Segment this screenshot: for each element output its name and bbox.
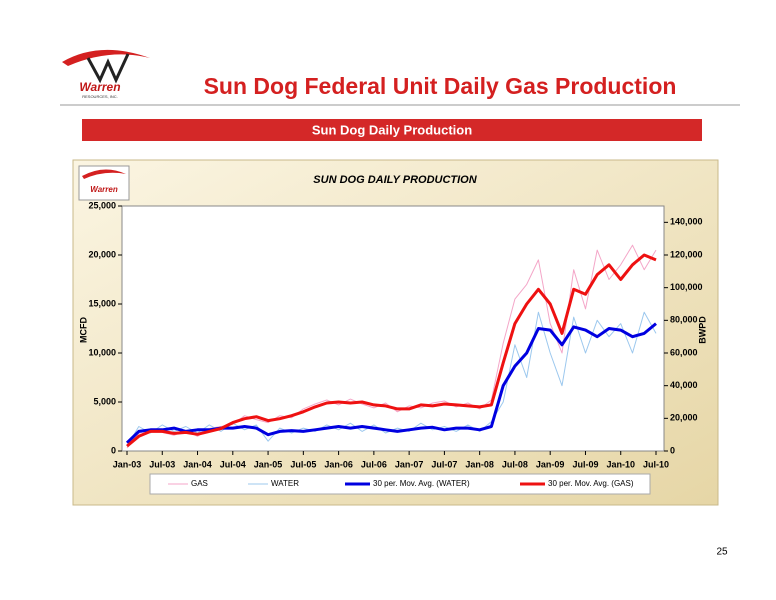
logo: Warren RESOURCES, INC. [62,49,150,99]
y-tick-label: 15,000 [88,298,116,308]
y2-axis-label: BWPD [697,316,707,344]
y2-tick-label: 80,000 [670,315,698,325]
x-tick-label: Jan-07 [395,459,424,469]
legend-label: WATER [271,479,299,488]
page-title: Sun Dog Federal Unit Daily Gas Productio… [204,73,677,99]
chart-logo-swoosh [82,169,126,179]
y2-tick-label: 140,000 [670,217,703,227]
series-line [126,253,657,448]
legend-label: GAS [191,479,208,488]
y-tick-label: 5,000 [93,396,116,406]
y-tick-label: 25,000 [88,200,116,210]
y-tick-label: 10,000 [88,347,116,357]
y2-tick-label: 40,000 [670,380,698,390]
y2-tick-label: 20,000 [670,413,698,423]
x-tick-label: Jan-03 [113,459,142,469]
legend-box [149,473,651,495]
y2-tick-label: 120,000 [670,249,703,259]
x-tick-label: Jul-07 [431,459,457,469]
x-tick-label: Jan-05 [254,459,283,469]
x-tick-label: Jul-10 [643,459,669,469]
chart-title: SUN DOG DAILY PRODUCTION [313,174,477,186]
chart-logo-text: Warren [90,185,118,194]
subtitle: Sun Dog Daily Production [312,122,472,137]
x-tick-label: Jul-05 [290,459,316,469]
y-tick-label: 20,000 [88,249,116,259]
logo-subtext: RESOURCES, INC. [82,94,118,99]
y2-tick-label: 100,000 [670,282,703,292]
page-number: 25 [716,547,728,558]
y-tick-label: 0 [111,445,116,455]
x-tick-label: Jul-03 [149,459,175,469]
x-tick-label: Jan-09 [536,459,565,469]
legend-label: 30 per. Mov. Avg. (GAS) [548,479,634,488]
x-tick-label: Jan-08 [465,459,494,469]
y2-tick-label: 60,000 [670,347,698,357]
y-axis-label: MCFD [78,317,88,343]
x-tick-label: Jan-10 [606,459,635,469]
x-tick-label: Jul-09 [572,459,598,469]
x-tick-label: Jul-08 [502,459,528,469]
legend-label: 30 per. Mov. Avg. (WATER) [373,479,470,488]
x-tick-label: Jan-04 [183,459,212,469]
x-tick-label: Jul-04 [220,459,246,469]
subtitle-bar [82,119,702,141]
x-tick-label: Jul-06 [361,459,387,469]
logo-text: Warren [79,80,120,94]
x-tick-label: Jan-06 [324,459,353,469]
y2-tick-label: 0 [670,445,675,455]
